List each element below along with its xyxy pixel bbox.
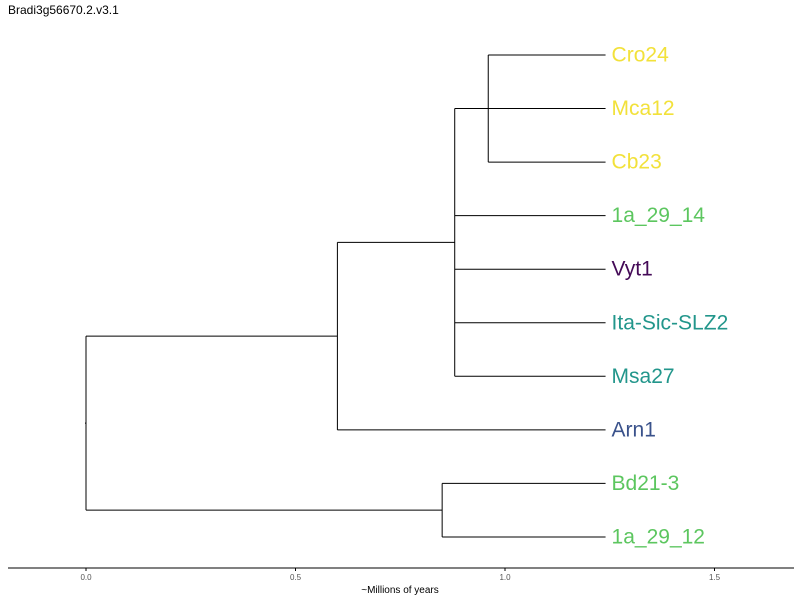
leaf-labels: Cro24 Mca12 Cb23 1a_29_14 Vyt1 Ita-Sic-SLZ2 Ms… xyxy=(612,44,729,549)
axis-label: ~Millions of years xyxy=(361,585,439,596)
axis-tick-label: 0.0 xyxy=(80,573,92,582)
leaf-label: Arn1 xyxy=(612,418,656,441)
axis-ticks: 0.0 0.5 1.0 1.5 xyxy=(80,568,721,582)
axis-tick-label: 1.0 xyxy=(499,573,511,582)
leaf-label: Mca12 xyxy=(612,97,675,120)
leaf-label: Msa27 xyxy=(612,365,675,388)
tree-branches xyxy=(85,54,606,538)
axis-tick-label: 0.5 xyxy=(290,573,302,582)
leaf-label: 1a_29_12 xyxy=(612,525,705,548)
tree-title: Bradi3g56670.2.v3.1 xyxy=(8,3,119,17)
time-axis: 0.0 0.5 1.0 1.5 ~Millions of years xyxy=(8,567,794,596)
leaf-label: Cb23 xyxy=(612,151,662,174)
leaf-label: Cro24 xyxy=(612,44,670,67)
leaf-label: Ita-Sic-SLZ2 xyxy=(612,311,729,334)
leaf-label: Vyt1 xyxy=(612,258,653,281)
leaf-label: 1a_29_14 xyxy=(612,204,706,227)
leaf-label: Bd21-3 xyxy=(612,472,680,495)
axis-tick-label: 1.5 xyxy=(709,573,721,582)
